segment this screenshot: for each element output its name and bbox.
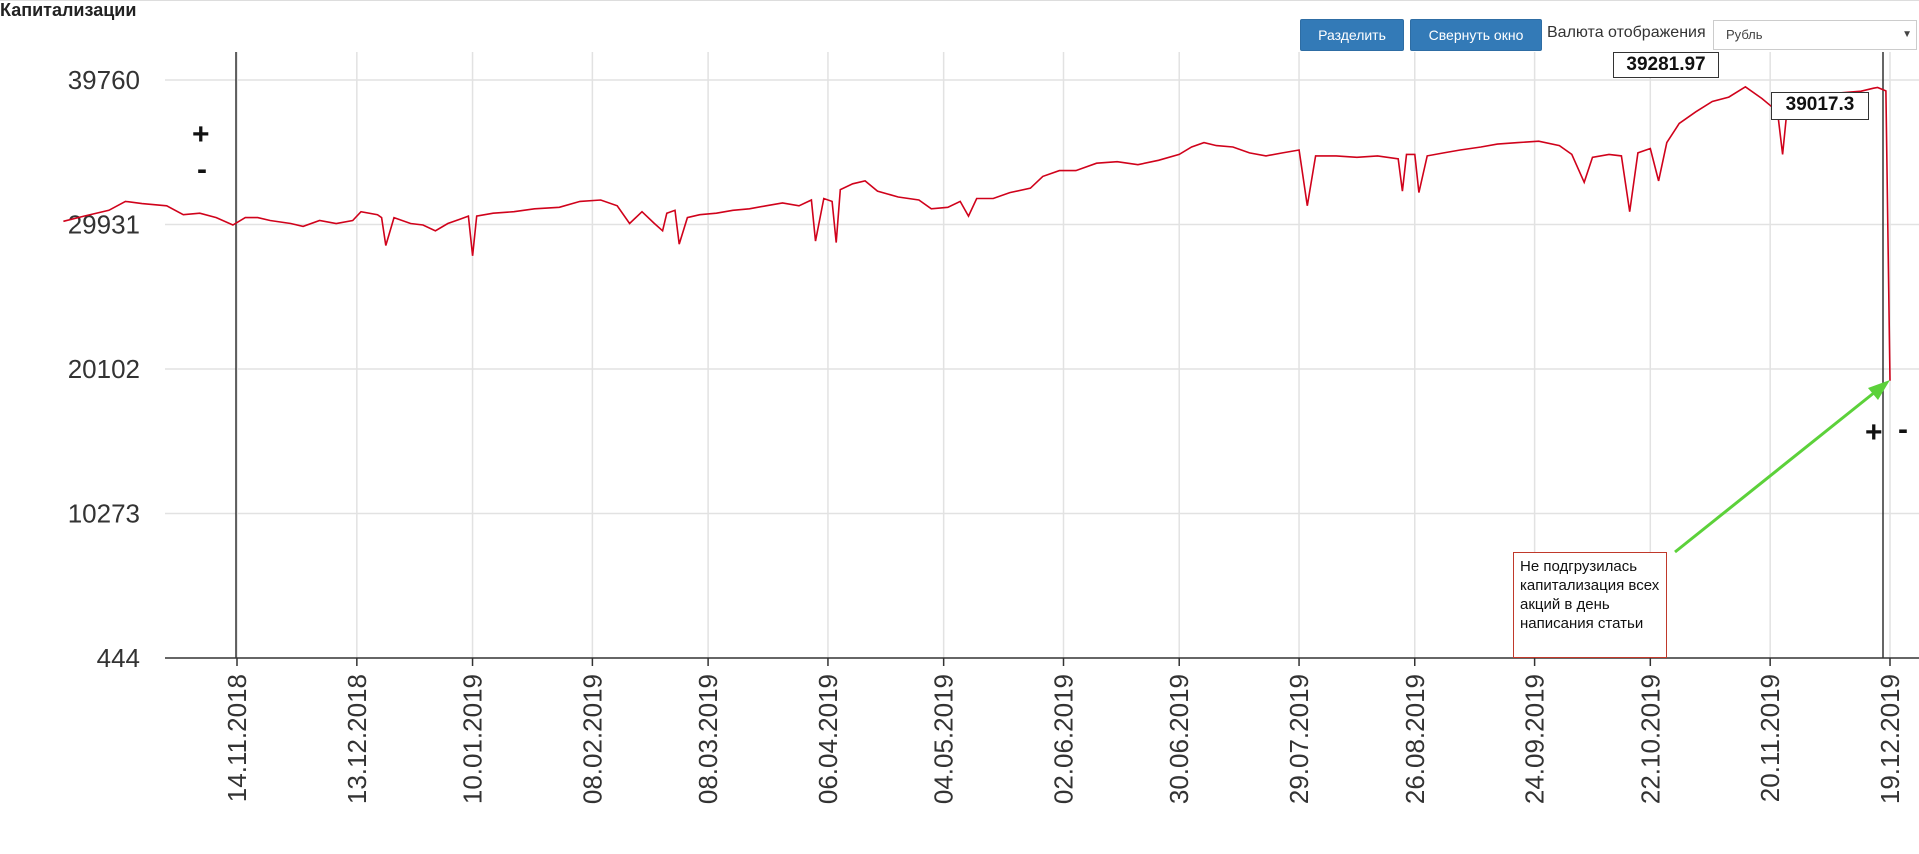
y-tick-label: 444 [97,643,140,673]
max-value-label: 39281.97 [1613,52,1719,78]
page-title: Капитализации [0,0,137,20]
x-tick-label: 02.06.2019 [1049,674,1079,804]
last-value-label: 39017.3 [1771,92,1869,120]
annotation-note: Не подгрузилась капитализация всех акций… [1513,552,1667,658]
currency-select-value: Рубль [1726,27,1763,42]
arrow-head [1868,380,1890,400]
series-line [63,85,1891,381]
x-tick-label: 08.02.2019 [577,674,607,804]
arrow-shaft [1674,386,1881,554]
collapse-window-button[interactable]: Свернуть окно [1410,19,1542,51]
annotation-arrow [1674,380,1890,554]
currency-select[interactable]: Рубль ▼ [1713,20,1917,50]
chevron-down-icon: ▼ [1902,29,1912,40]
x-tick-label: 30.06.2019 [1164,674,1194,804]
zoom-out-button-right[interactable]: - [1898,413,1908,446]
x-tick-label: 22.10.2019 [1635,674,1665,804]
x-tick-label: 29.07.2019 [1284,674,1314,804]
y-tick-label: 20102 [68,354,140,384]
split-button[interactable]: Разделить [1300,19,1404,51]
y-tick-label: 39760 [68,65,140,95]
x-tick-label: 14.11.2018 [222,674,252,802]
x-tick-label: 08.03.2019 [693,674,723,804]
zoom-in-button-right[interactable]: + [1865,416,1883,449]
top-divider [0,0,1919,1]
y-tick-label: 29931 [68,210,140,240]
x-tick-label: 20.11.2019 [1755,674,1785,802]
zoom-out-button-left[interactable]: - [197,153,207,186]
x-tick-label: 04.05.2019 [929,674,959,804]
zoom-in-button-left[interactable]: + [192,118,210,151]
currency-label: Валюта отображения [1547,24,1706,41]
x-tick-label: 06.04.2019 [813,674,843,804]
x-tick-label: 26.08.2019 [1400,674,1430,804]
x-tick-label: 19.12.2019 [1875,674,1905,804]
x-tick-label: 24.09.2019 [1520,674,1550,804]
x-tick-label: 10.01.2019 [458,674,488,804]
y-tick-label: 10273 [68,499,140,529]
x-tick-label: 13.12.2018 [342,674,372,804]
x-axis-ticks: 14.11.2018 13.12.2018 10.01.2019 08.02.2019… [222,658,1905,804]
y-axis-ticks: 39760 29931 20102 10273 444 [68,65,140,673]
